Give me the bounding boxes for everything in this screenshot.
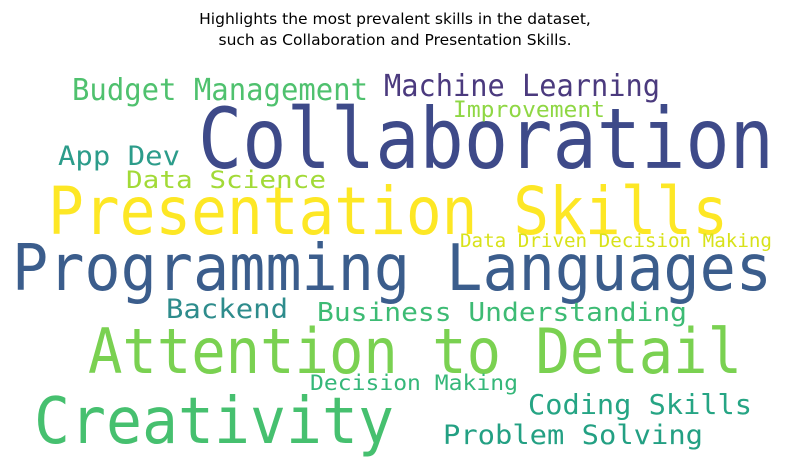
word-business-understanding: Business Understanding bbox=[317, 298, 687, 328]
word-data-science: Data Science bbox=[126, 166, 326, 194]
word-attention-to-detail: Attention to Detail bbox=[88, 315, 742, 388]
word-problem-solving: Problem Solving bbox=[443, 420, 703, 451]
word-coding-skills: Coding Skills bbox=[528, 388, 752, 421]
chart-title: Highlights the most prevalent skills in … bbox=[0, 9, 790, 51]
chart-title-line-2: such as Collaboration and Presentation S… bbox=[218, 31, 572, 49]
word-improvement: Improvement bbox=[453, 98, 605, 123]
word-data-driven-decision-making: Data Driven Decision Making bbox=[460, 230, 772, 252]
word-presentation-skills: Presentation Skills bbox=[48, 173, 728, 250]
word-decision-making: Decision Making bbox=[310, 371, 518, 395]
word-backend: Backend bbox=[166, 294, 288, 325]
word-collaboration: Collaboration bbox=[198, 90, 774, 188]
word-budget-management: Budget Management bbox=[72, 73, 368, 108]
word-app-dev: App Dev bbox=[58, 141, 180, 172]
word-creativity: Creativity bbox=[34, 385, 394, 459]
word-programming-languages: Programming Languages bbox=[12, 232, 772, 306]
word-machine-learning: Machine Learning bbox=[384, 69, 660, 104]
chart-title-line-1: Highlights the most prevalent skills in … bbox=[199, 10, 591, 28]
